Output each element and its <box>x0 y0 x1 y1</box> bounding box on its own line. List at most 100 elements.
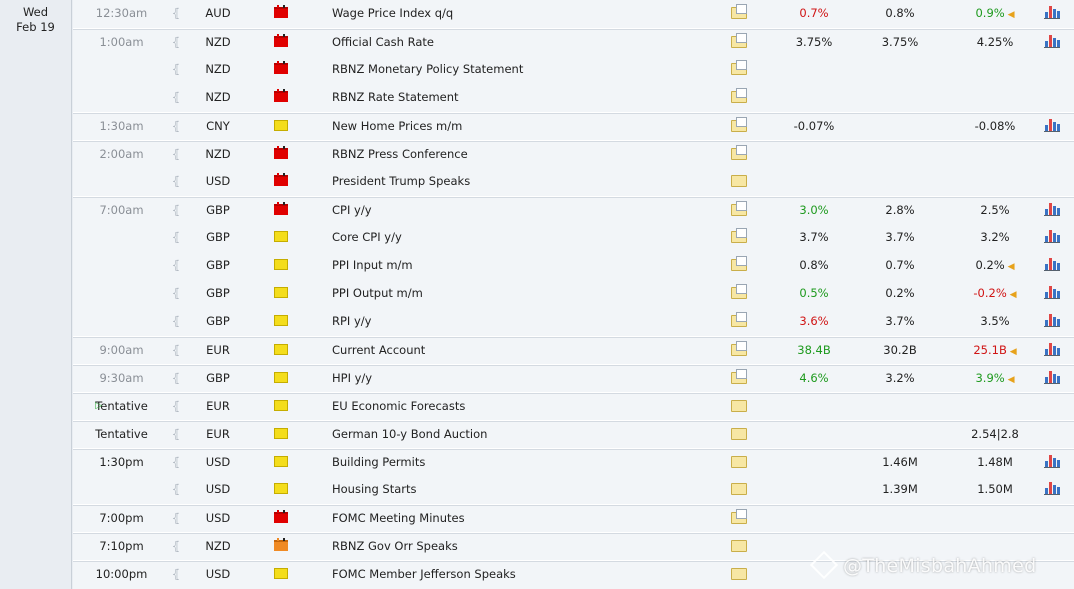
event-title[interactable]: RBNZ Monetary Policy Statement <box>332 62 524 76</box>
event-title[interactable]: Housing Starts <box>332 482 417 496</box>
graph-icon[interactable] <box>1044 257 1060 271</box>
sound-alert-icon[interactable]: ⦃ <box>171 286 181 300</box>
impact-folder-icon[interactable] <box>274 231 288 242</box>
event-title[interactable]: RBNZ Press Conference <box>332 147 468 161</box>
impact-folder-icon[interactable] <box>274 259 288 270</box>
table-row[interactable]: 2:00am ⦃ NZD RBNZ Press Conference <box>73 140 1074 168</box>
graph-icon[interactable] <box>1044 313 1060 327</box>
table-row[interactable]: ⦃ GBP RPI y/y 3.6% 3.7% 3.5% <box>73 308 1074 336</box>
revised-icon[interactable]: ◀ <box>1004 375 1015 385</box>
table-row[interactable]: 9:30am ⦃ GBP HPI y/y 4.6% 3.2% 3.9% ◀ <box>73 364 1074 392</box>
table-row[interactable]: ⦃ GBP PPI Output m/m 0.5% 0.2% -0.2% ◀ <box>73 280 1074 308</box>
impact-folder-icon[interactable] <box>274 146 288 159</box>
sound-alert-icon[interactable]: ⦃ <box>171 343 181 357</box>
impact-folder-icon[interactable] <box>274 315 288 326</box>
event-title[interactable]: EU Economic Forecasts <box>332 399 466 413</box>
details-folder-icon[interactable] <box>731 312 747 327</box>
details-folder-icon[interactable] <box>731 256 747 271</box>
impact-folder-icon[interactable] <box>274 34 288 47</box>
revised-icon[interactable]: ◀ <box>1004 10 1015 20</box>
impact-folder-icon[interactable] <box>274 5 288 18</box>
graph-icon[interactable] <box>1044 34 1060 48</box>
impact-folder-icon[interactable] <box>274 510 288 523</box>
graph-icon[interactable] <box>1044 481 1060 495</box>
table-row[interactable]: 7:00am ⦃ GBP CPI y/y 3.0% 2.8% 2.5% <box>73 196 1074 224</box>
impact-folder-icon[interactable] <box>274 61 288 74</box>
details-folder-icon[interactable] <box>731 509 747 524</box>
impact-folder-icon[interactable] <box>274 287 288 298</box>
event-title[interactable]: Current Account <box>332 343 426 357</box>
impact-folder-icon[interactable] <box>274 120 288 131</box>
impact-folder-icon[interactable] <box>274 538 288 551</box>
graph-icon[interactable] <box>1044 5 1060 19</box>
impact-folder-icon[interactable] <box>274 372 288 383</box>
details-folder-icon[interactable] <box>731 33 747 48</box>
details-folder-icon[interactable] <box>731 145 747 160</box>
impact-folder-icon[interactable] <box>274 344 288 355</box>
details-folder-icon[interactable] <box>731 60 747 75</box>
table-row[interactable]: ⦃ NZD RBNZ Monetary Policy Statement <box>73 56 1074 84</box>
impact-folder-icon[interactable] <box>274 400 288 411</box>
details-folder-icon[interactable] <box>731 483 747 495</box>
graph-icon[interactable] <box>1044 202 1060 216</box>
graph-icon[interactable] <box>1044 370 1060 384</box>
details-folder-icon[interactable] <box>731 428 747 440</box>
table-row[interactable]: 9:00am ⦃ EUR Current Account 38.4B 30.2B 25.1B… <box>73 336 1074 364</box>
graph-icon[interactable] <box>1044 342 1060 356</box>
table-row[interactable]: ▷ Tentative ⦃ EUR EU Economic Forecasts <box>73 392 1074 420</box>
details-folder-icon[interactable] <box>731 4 747 19</box>
details-folder-icon[interactable] <box>731 341 747 356</box>
revised-icon[interactable]: ◀ <box>1006 290 1017 300</box>
details-folder-icon[interactable] <box>731 369 747 384</box>
event-title[interactable]: RPI y/y <box>332 314 372 328</box>
sound-alert-icon[interactable]: ⦃ <box>171 314 181 328</box>
sound-alert-icon[interactable]: ⦃ <box>171 539 181 553</box>
table-row[interactable]: 7:00pm ⦃ USD FOMC Meeting Minutes <box>73 504 1074 532</box>
graph-icon[interactable] <box>1044 229 1060 243</box>
table-row[interactable]: ⦃ GBP Core CPI y/y 3.7% 3.7% 3.2% <box>73 224 1074 252</box>
graph-icon[interactable] <box>1044 118 1060 132</box>
table-row[interactable]: ⦃ USD Housing Starts 1.39M 1.50M <box>73 476 1074 504</box>
table-row[interactable]: 1:00am ⦃ NZD Official Cash Rate 3.75% 3.75% 4.… <box>73 28 1074 56</box>
table-row[interactable]: 1:30am ⦃ CNY New Home Prices m/m -0.07% -0.08… <box>73 112 1074 140</box>
sound-alert-icon[interactable]: ⦃ <box>171 6 181 20</box>
revised-icon[interactable]: ◀ <box>1006 347 1017 357</box>
details-folder-icon[interactable] <box>731 88 747 103</box>
table-row[interactable]: ⦃ USD President Trump Speaks <box>73 168 1074 196</box>
table-row[interactable]: ⦃ NZD RBNZ Rate Statement <box>73 84 1074 112</box>
table-row[interactable]: ⦃ GBP PPI Input m/m 0.8% 0.7% 0.2% ◀ <box>73 252 1074 280</box>
graph-icon[interactable] <box>1044 285 1060 299</box>
event-title[interactable]: PPI Output m/m <box>332 286 423 300</box>
sound-alert-icon[interactable]: ⦃ <box>171 35 181 49</box>
impact-folder-icon[interactable] <box>274 483 288 494</box>
details-folder-icon[interactable] <box>731 568 747 580</box>
details-folder-icon[interactable] <box>731 284 747 299</box>
impact-folder-icon[interactable] <box>274 428 288 439</box>
sound-alert-icon[interactable]: ⦃ <box>171 511 181 525</box>
sound-alert-icon[interactable]: ⦃ <box>171 371 181 385</box>
event-title[interactable]: CPI y/y <box>332 203 372 217</box>
details-folder-icon[interactable] <box>731 175 747 187</box>
sound-alert-icon[interactable]: ⦃ <box>171 147 181 161</box>
details-folder-icon[interactable] <box>731 400 747 412</box>
table-row[interactable]: 7:10pm ⦃ NZD RBNZ Gov Orr Speaks <box>73 532 1074 560</box>
event-title[interactable]: FOMC Member Jefferson Speaks <box>332 567 516 581</box>
event-title[interactable]: RBNZ Rate Statement <box>332 90 459 104</box>
event-title[interactable]: PPI Input m/m <box>332 258 413 272</box>
details-folder-icon[interactable] <box>731 456 747 468</box>
sound-alert-icon[interactable]: ⦃ <box>171 567 181 581</box>
graph-icon[interactable] <box>1044 454 1060 468</box>
sound-alert-icon[interactable]: ⦃ <box>171 203 181 217</box>
event-title[interactable]: President Trump Speaks <box>332 174 471 188</box>
impact-folder-icon[interactable] <box>274 568 288 579</box>
event-title[interactable]: Wage Price Index q/q <box>332 6 454 20</box>
details-folder-icon[interactable] <box>731 117 747 132</box>
sound-alert-icon[interactable]: ⦃ <box>171 482 181 496</box>
event-title[interactable]: New Home Prices m/m <box>332 119 463 133</box>
sound-alert-icon[interactable]: ⦃ <box>171 427 181 441</box>
event-title[interactable]: HPI y/y <box>332 371 373 385</box>
details-folder-icon[interactable] <box>731 201 747 216</box>
table-row[interactable]: 10:00pm ⦃ USD FOMC Member Jefferson Speaks <box>73 560 1074 588</box>
sound-alert-icon[interactable]: ⦃ <box>171 90 181 104</box>
event-title[interactable]: RBNZ Gov Orr Speaks <box>332 539 458 553</box>
